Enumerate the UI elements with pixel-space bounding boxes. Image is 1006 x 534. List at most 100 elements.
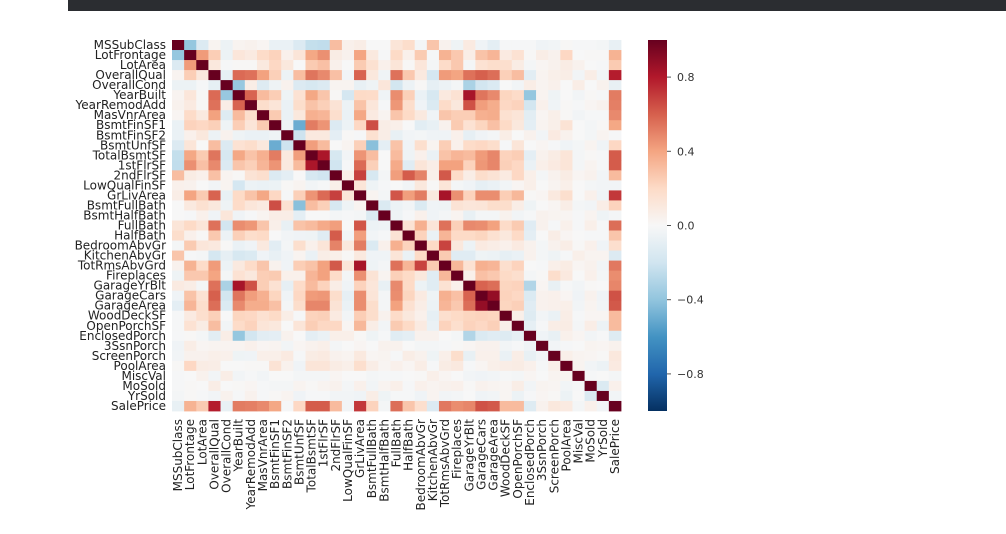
heatmap-cell [426, 290, 440, 302]
heatmap-cell [596, 150, 610, 161]
heatmap-cell [366, 280, 379, 292]
heatmap-cell [354, 160, 367, 171]
heatmap-cell [402, 360, 416, 372]
heatmap-cell [426, 90, 440, 101]
heatmap-cell [390, 340, 403, 352]
heatmap-cell [572, 160, 585, 171]
heatmap-cell [378, 190, 391, 201]
heatmap-cell [172, 390, 185, 402]
heatmap-cell [172, 360, 185, 372]
heatmap-cell [608, 250, 622, 261]
heatmap-cell [269, 240, 282, 251]
heatmap-cell [414, 330, 428, 342]
heatmap-cell [172, 200, 185, 211]
heatmap-cell [184, 70, 197, 81]
heatmap-cell [305, 200, 319, 211]
heatmap-cell [244, 250, 258, 261]
heatmap-cell [572, 290, 585, 302]
heatmap-cell [317, 60, 331, 71]
heatmap-cell [232, 270, 246, 282]
heatmap-cell [305, 280, 319, 292]
heatmap-cell [232, 130, 246, 141]
heatmap-cell [184, 230, 197, 241]
heatmap-cell [596, 390, 610, 402]
heatmap-cell [414, 60, 428, 71]
heatmap-cell [366, 300, 379, 312]
heatmap-cell [402, 190, 416, 201]
heatmap-cell [378, 60, 391, 71]
heatmap-cell [256, 80, 270, 91]
heatmap-cell [172, 300, 185, 312]
heatmap-cell [196, 130, 209, 141]
heatmap-cell [523, 280, 537, 292]
heatmap-cell [596, 360, 610, 372]
heatmap-cell [402, 240, 416, 251]
heatmap-cell [208, 200, 221, 211]
heatmap-cell [269, 110, 282, 121]
heatmap-cell [208, 140, 221, 151]
y-tick-label: TotRmsAbvGrd [77, 259, 166, 273]
heatmap-cell [438, 150, 452, 161]
heatmap-cell [548, 350, 561, 362]
heatmap-cell [366, 170, 379, 181]
heatmap-cell [256, 320, 270, 332]
heatmap-cell [317, 100, 331, 111]
heatmap-cell [475, 340, 488, 352]
heatmap-cell [269, 140, 282, 151]
heatmap-cell [548, 50, 561, 61]
x-tick-label: FullBath [390, 419, 404, 467]
heatmap-cell [293, 340, 306, 352]
heatmap-cell [244, 320, 258, 332]
heatmap-cell [536, 230, 549, 241]
heatmap-cell [463, 140, 476, 151]
heatmap-cell [523, 150, 537, 161]
heatmap-cell [281, 320, 294, 332]
heatmap-cell [366, 90, 379, 101]
heatmap-cell [329, 50, 343, 61]
heatmap-cell [390, 280, 403, 292]
heatmap-cell [402, 100, 416, 111]
heatmap-cell [220, 140, 234, 151]
y-tick-label: YearBuilt [112, 88, 166, 102]
heatmap-cell [220, 120, 234, 131]
heatmap-cell [475, 280, 488, 292]
heatmap-cell [256, 390, 270, 402]
heatmap-cell [329, 220, 343, 231]
x-tick-label: GarageYrBlt [462, 419, 476, 492]
heatmap-cell [414, 360, 428, 372]
heatmap-cell [584, 230, 598, 241]
heatmap-cell [499, 60, 513, 71]
x-tick-labels: MSSubClassLotFrontageLotAreaOverallQualO… [171, 419, 622, 511]
heatmap-cell [341, 330, 355, 342]
heatmap-cell [572, 180, 585, 191]
heatmap-cell [487, 370, 501, 382]
heatmap-cell [426, 160, 440, 171]
heatmap-cell [329, 300, 343, 312]
x-tick-label: SalePrice [608, 419, 622, 474]
heatmap-cell [232, 230, 246, 241]
heatmap-cell [560, 150, 573, 161]
heatmap-cell [317, 230, 331, 241]
heatmap-cell [572, 140, 585, 151]
heatmap-cell [475, 270, 488, 282]
heatmap-cell [317, 380, 331, 392]
heatmap-cell [438, 90, 452, 101]
heatmap-cell [402, 400, 416, 412]
x-tick-label: GarageCars [474, 419, 488, 490]
y-tick-label: FullBath [118, 219, 166, 233]
heatmap-cell [487, 140, 501, 151]
heatmap-cell [475, 380, 488, 392]
heatmap-cell [487, 130, 501, 141]
heatmap-cell [608, 50, 622, 61]
heatmap-cell [317, 330, 331, 342]
heatmap-cell [220, 40, 234, 51]
heatmap-cell [426, 360, 440, 372]
y-tick-label: BsmtHalfBath [83, 208, 166, 222]
heatmap-cell [584, 70, 598, 81]
heatmap-cell [584, 100, 598, 111]
heatmap-cell [354, 310, 367, 322]
heatmap-cell [487, 320, 501, 332]
heatmap-cell [244, 280, 258, 292]
heatmap-cell [232, 200, 246, 211]
heatmap-cell [402, 300, 416, 312]
